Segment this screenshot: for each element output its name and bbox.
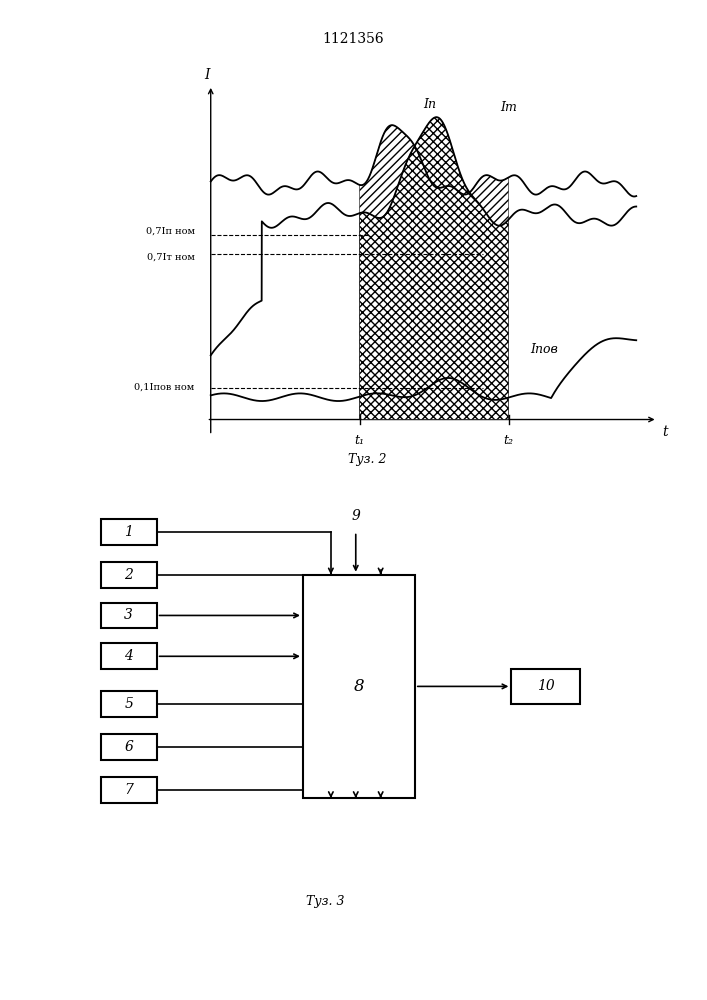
Text: 1121356: 1121356 (322, 32, 385, 46)
Bar (100, 562, 157, 587)
Bar (303, 575, 415, 798)
Text: Τуз. 2: Τуз. 2 (349, 453, 387, 466)
Bar (100, 777, 157, 802)
Text: 5: 5 (124, 697, 133, 711)
Text: 0,1Iпов ном: 0,1Iпов ном (134, 383, 194, 392)
Text: Iт: Iт (500, 101, 517, 114)
Text: t₂: t₂ (503, 434, 513, 447)
Bar (511, 669, 580, 704)
Text: 8: 8 (354, 678, 364, 695)
Text: 0,7Iп ном: 0,7Iп ном (146, 227, 194, 236)
Text: 1: 1 (124, 525, 133, 539)
Bar (100, 643, 157, 669)
Text: 4: 4 (124, 649, 133, 663)
Bar (100, 734, 157, 760)
Text: 7: 7 (124, 783, 133, 797)
Bar (100, 691, 157, 716)
Text: 2: 2 (124, 568, 133, 582)
Text: Iпов: Iпов (530, 343, 558, 356)
Bar (100, 603, 157, 628)
Text: 10: 10 (537, 679, 554, 693)
Text: t: t (662, 425, 667, 439)
Bar (100, 519, 157, 544)
Text: 3: 3 (124, 608, 133, 622)
Text: t₁: t₁ (355, 434, 365, 447)
Text: 0,7Iт ном: 0,7Iт ном (146, 253, 194, 262)
Text: I: I (204, 68, 209, 82)
Text: Τуз. 3: Τуз. 3 (306, 895, 344, 908)
Text: 6: 6 (124, 740, 133, 754)
Text: 9: 9 (351, 509, 360, 523)
Text: Iп: Iп (423, 98, 436, 111)
